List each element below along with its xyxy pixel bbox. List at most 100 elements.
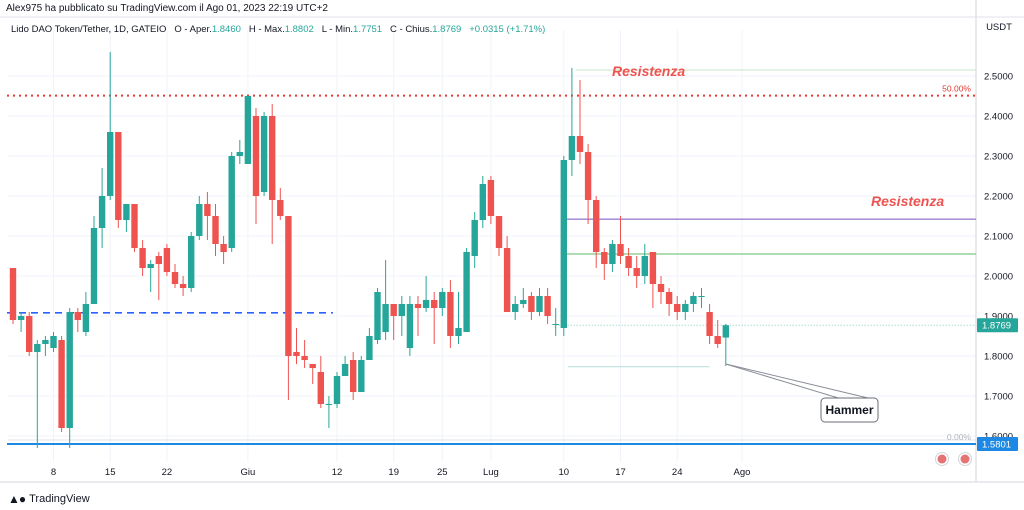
hammer-pointer <box>725 363 869 399</box>
candle-body <box>171 272 179 284</box>
candle-body <box>301 356 308 360</box>
legend-symbol: Lido DAO Token/Tether, 1D, GATEIO <box>11 24 167 35</box>
candle-body <box>115 132 122 220</box>
x-tick-label: 22 <box>162 467 173 478</box>
candle-body <box>479 184 486 220</box>
legend-low-label: L - Min. <box>321 24 354 35</box>
candle-body <box>382 304 389 332</box>
candle-body <box>431 300 438 308</box>
ohlc-legend: Lido DAO Token/Tether, 1D, GATEIO O - Ap… <box>11 24 545 35</box>
candle-body <box>252 116 260 196</box>
publish-info: Alex975 ha pubblicato su TradingView.com… <box>6 3 328 14</box>
candle-body <box>487 180 495 216</box>
candle-body <box>155 256 162 264</box>
candle-body <box>82 304 90 332</box>
event-flag-icon-dot <box>937 454 947 464</box>
candle-body <box>188 236 195 288</box>
candle-body <box>390 304 397 316</box>
candle-body <box>358 360 365 392</box>
price-tag-label: 1.5801 <box>982 439 1011 450</box>
candle-body <box>17 316 25 320</box>
y-tick-label: 2.2000 <box>984 192 1013 203</box>
annotation-hammer: Hammer <box>825 403 873 417</box>
candle-body <box>179 284 187 288</box>
y-tick-label: 2.3000 <box>984 152 1013 163</box>
candle-body <box>147 264 154 268</box>
candle-body <box>269 116 276 200</box>
candle-body <box>495 216 503 248</box>
candle-body <box>350 360 357 392</box>
candle-body <box>374 292 381 340</box>
candle-body <box>722 325 729 338</box>
candle-body <box>341 364 349 376</box>
currency-label: USDT <box>986 22 1012 33</box>
candle-body <box>34 344 41 352</box>
candle-body <box>309 364 316 368</box>
y-tick-label: 1.7000 <box>984 392 1013 403</box>
candle-body <box>641 256 648 276</box>
candle-body <box>163 248 171 272</box>
price-tag <box>977 436 1018 451</box>
y-tick-label: 2.0000 <box>984 272 1013 283</box>
x-tick-label: 19 <box>388 467 399 478</box>
candle-body <box>333 376 341 404</box>
candle-body <box>285 216 292 356</box>
candle-body <box>66 312 73 428</box>
y-tick-label: 2.5000 <box>984 72 1013 83</box>
candle-body <box>228 156 235 248</box>
x-tick-label: 25 <box>437 467 448 478</box>
candle-body <box>617 244 624 256</box>
candle-body <box>212 216 219 244</box>
candle-body <box>42 340 49 344</box>
candle-body <box>528 296 535 312</box>
candle-body <box>90 228 98 304</box>
legend-open-label: O - Aper. <box>174 24 212 35</box>
candle-body <box>439 292 446 308</box>
candle-body <box>536 296 543 312</box>
x-tick-label: 12 <box>332 467 343 478</box>
tradingview-logo-icon: ▲● <box>8 492 26 506</box>
candle-body <box>690 296 697 304</box>
candle-body <box>512 304 519 312</box>
candle-body <box>544 296 551 316</box>
candle-body <box>204 204 211 216</box>
legend-change: +0.0315 (+1.71%) <box>469 24 546 35</box>
candle-body <box>584 152 592 200</box>
candle-body <box>9 268 17 320</box>
candle-body <box>609 244 616 264</box>
legend-high-label: H - Max. <box>248 24 285 35</box>
hammer-callout-box <box>820 397 879 423</box>
legend-close: 1.8769 <box>432 24 462 35</box>
candle-body <box>568 136 576 160</box>
x-tick-label: 10 <box>559 467 570 478</box>
footer-brand-label: TradingView <box>29 493 90 505</box>
candle-body <box>220 244 227 252</box>
candle-body <box>455 328 462 336</box>
price-tag-label: 1.8769 <box>982 321 1011 332</box>
candle-body <box>714 336 721 344</box>
candle-body <box>471 220 478 256</box>
legend-low: 1.7751 <box>353 24 383 35</box>
candle-body <box>698 296 705 297</box>
candle-body <box>414 304 422 308</box>
legend-close-label: C - Chius. <box>390 24 433 35</box>
legend-high: 1.8802 <box>284 24 314 35</box>
candle-body <box>560 160 567 328</box>
candle-body <box>123 204 130 220</box>
candle-body <box>593 200 600 252</box>
candle-body <box>196 204 203 236</box>
x-tick-label: 24 <box>672 467 683 478</box>
candle-body <box>58 340 65 428</box>
candle-body <box>293 352 300 356</box>
candle-body <box>447 292 454 336</box>
y-tick-label: 1.9000 <box>984 312 1013 323</box>
x-tick-label: 17 <box>615 467 626 478</box>
candle-body <box>366 336 373 360</box>
candle-body <box>706 312 713 336</box>
candle-body <box>26 316 33 352</box>
candle-body <box>633 268 640 276</box>
candle-body <box>665 292 673 304</box>
candle-body <box>657 284 665 292</box>
price-tag <box>977 318 1018 333</box>
